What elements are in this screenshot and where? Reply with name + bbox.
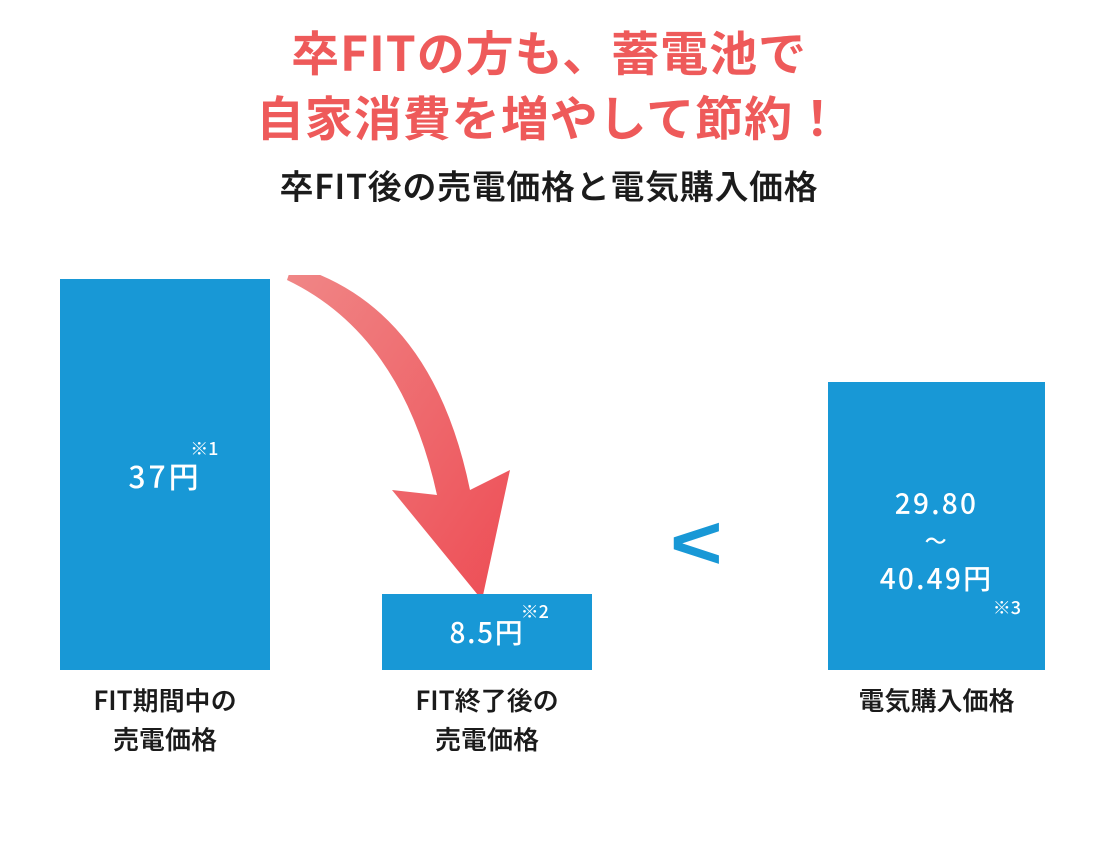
- bar-purchase-price-value-2: 〜: [925, 524, 949, 557]
- bar-purchase-price-label: 電気購入価格: [858, 680, 1014, 719]
- bar-post-fit-inner: 8.5円 ※2: [382, 594, 592, 670]
- bar-fit-period: 37円 ※1 FIT期間中の売電価格: [60, 279, 270, 670]
- label-text: FIT終了後の売電価格: [415, 681, 558, 757]
- bar-purchase-price-value-1: 29.80: [895, 482, 978, 524]
- bar-fit-period-inner: 37円 ※1: [60, 279, 270, 670]
- decline-arrow-icon: [272, 275, 517, 605]
- bar-post-fit-footnote: ※2: [521, 598, 549, 624]
- bar-purchase-price: 29.80 〜 40.49円 ※3 電気購入価格: [828, 382, 1045, 670]
- chart-area: 37円 ※1 FIT期間中の売電価格 8.5円 ※2 FIT終了後の売電価格 <: [30, 215, 1068, 745]
- bar-post-fit-label: FIT終了後の売電価格: [415, 680, 558, 758]
- bar-purchase-price-inner: 29.80 〜 40.49円 ※3: [828, 382, 1045, 670]
- bar-fit-period-label: FIT期間中の売電価格: [93, 680, 236, 758]
- title-line-1: 卒FITの方も、蓄電池で: [291, 15, 807, 85]
- bar-fit-period-footnote: ※1: [190, 435, 218, 461]
- page-title: 卒FITの方も、蓄電池で 自家消費を増やして節約！: [0, 0, 1098, 148]
- bar-post-fit-value: 8.5円: [450, 612, 525, 652]
- label-text: FIT期間中の売電価格: [93, 681, 236, 757]
- bar-post-fit: 8.5円 ※2 FIT終了後の売電価格: [382, 594, 592, 670]
- less-than-icon: <: [670, 500, 723, 588]
- bar-purchase-price-footnote: ※3: [993, 594, 1021, 620]
- subtitle: 卒FIT後の売電価格と電気購入価格: [0, 160, 1098, 209]
- label-text: 電気購入価格: [858, 681, 1014, 718]
- title-line-2: 自家消費を増やして節約！: [256, 80, 842, 150]
- bar-purchase-price-value-3: 40.49円: [880, 557, 994, 599]
